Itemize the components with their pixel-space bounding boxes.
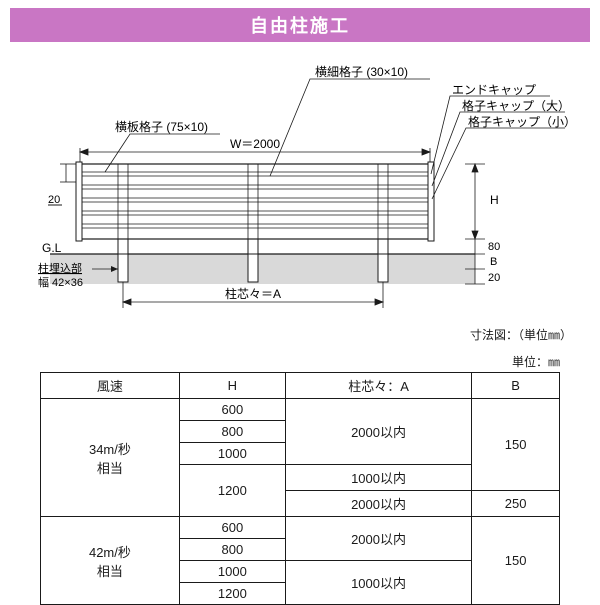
dim-W: W＝2000	[230, 137, 280, 151]
title-bar: 自由柱施工	[10, 8, 590, 42]
table-row: 34m/秒 相当6002000以内150	[41, 399, 560, 421]
cell-H: 800	[179, 539, 285, 561]
label-koushi-sho: 格子キャップ（小）	[468, 114, 576, 129]
cell-H: 1000	[179, 443, 285, 465]
cell-A: 1000以内	[285, 465, 471, 491]
spec-table-wrap: 単位：㎜ 風速 H 柱芯々：A B 34m/秒 相当6002000以内15080…	[10, 353, 590, 605]
label-yokoita: 横板格子 (75×10)	[115, 119, 208, 134]
spec-table: 風速 H 柱芯々：A B 34m/秒 相当6002000以内1508001000…	[40, 372, 560, 605]
dim-A: 柱芯々＝A	[225, 286, 281, 301]
cell-H: 1200	[179, 465, 285, 517]
cell-H: 600	[179, 517, 285, 539]
dim-20-left: 20	[48, 194, 60, 206]
dim-B: B	[490, 256, 497, 268]
label-endcap: エンドキャップ	[452, 83, 536, 97]
dim-H: H	[490, 193, 499, 207]
label-yokohoso: 横細格子 (30×10)	[315, 64, 408, 79]
cell-B: 250	[472, 491, 560, 517]
gl-label: G.L	[42, 241, 62, 255]
cell-H: 1000	[179, 561, 285, 583]
cell-H: 800	[179, 421, 285, 443]
th-wind: 風速	[41, 373, 180, 399]
cell-B: 150	[472, 517, 560, 605]
dim-20r: 20	[488, 272, 500, 284]
cell-A: 1000以内	[285, 561, 471, 605]
cell-A: 2000以内	[285, 399, 471, 465]
cell-A: 2000以内	[285, 517, 471, 561]
cell-B: 150	[472, 399, 560, 491]
diagram-caption: 寸法図：（単位㎜）	[10, 326, 590, 343]
cell-A: 2000以内	[285, 491, 471, 517]
cell-H: 600	[179, 399, 285, 421]
fence-diagram: W＝2000 20 G.L 柱埋込部 幅 42×36 柱芯々＝A	[10, 54, 590, 324]
cell-wind: 42m/秒 相当	[41, 517, 180, 605]
th-H: H	[179, 373, 285, 399]
table-unit-label: 単位：㎜	[40, 353, 560, 370]
dim-80: 80	[488, 241, 500, 253]
th-B: B	[472, 373, 560, 399]
table-row: 42m/秒 相当6002000以内150	[41, 517, 560, 539]
maibu-label: 柱埋込部	[38, 261, 82, 275]
maibu-size: 幅 42×36	[38, 276, 83, 289]
cell-wind: 34m/秒 相当	[41, 399, 180, 517]
th-A: 柱芯々：A	[285, 373, 471, 399]
cell-H: 1200	[179, 583, 285, 605]
label-koushi-dai: 格子キャップ（大）	[462, 98, 570, 113]
